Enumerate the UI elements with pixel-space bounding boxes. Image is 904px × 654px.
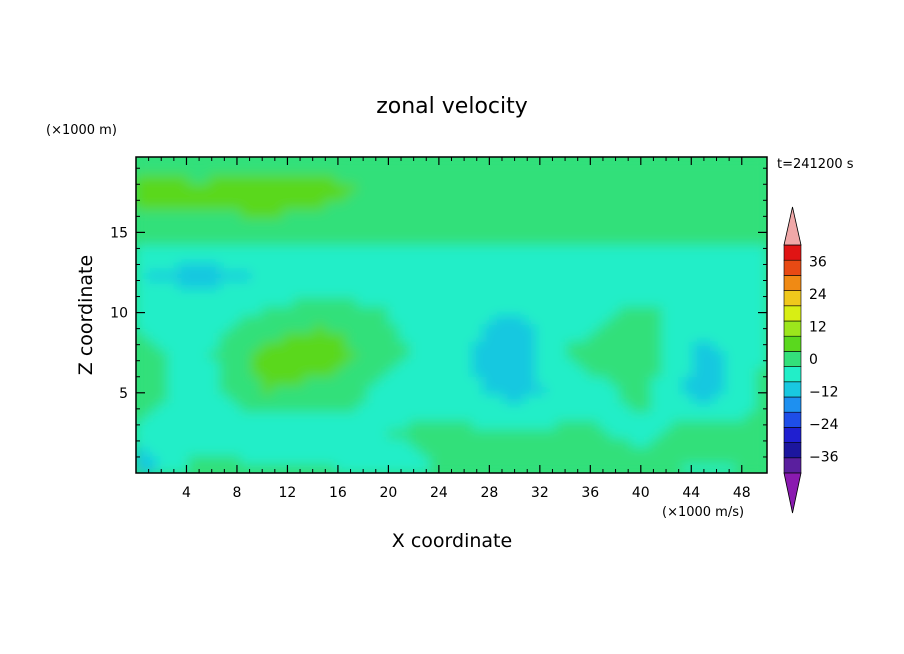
x-tick-label: 48 <box>733 485 751 501</box>
colorbar: 36 24 12 0 −12 −24 −36 <box>783 206 839 514</box>
colorbar-segment <box>783 320 802 337</box>
y-axis-label: Z coordinate <box>75 255 97 375</box>
colorbar-tick-label: −12 <box>809 385 839 401</box>
colorbar-tick-label: 24 <box>809 287 827 303</box>
colorbar-segment <box>783 366 802 383</box>
colorbar-segment <box>783 335 802 352</box>
y-unit-label: (×1000 m) <box>46 123 117 138</box>
x-unit-label: (×1000 m/s) <box>662 505 744 520</box>
colorbar-segment <box>783 381 802 398</box>
x-tick-label: 16 <box>329 485 347 501</box>
x-tick-label: 28 <box>480 485 498 501</box>
colorbar-segment <box>783 259 802 276</box>
x-tick-label: 20 <box>379 485 397 501</box>
colorbar-under-arrow <box>783 472 802 514</box>
colorbar-segment <box>783 244 802 261</box>
y-tick-label: 5 <box>119 386 128 402</box>
colorbar-tick-label: −24 <box>809 417 839 433</box>
colorbar-segment <box>783 275 802 291</box>
colorbar-segment <box>783 411 802 428</box>
x-tick-label: 32 <box>531 485 549 501</box>
x-axis-label: X coordinate <box>392 530 512 552</box>
x-tick-label: 8 <box>232 485 241 501</box>
colorbar-segment <box>783 305 802 322</box>
y-axis-ticks: 5 10 15 <box>110 167 767 458</box>
colorbar-segment <box>783 351 802 367</box>
colorbar-segment <box>783 457 802 474</box>
colorbar-tick-label: 12 <box>809 319 827 335</box>
x-tick-label: 40 <box>632 485 650 501</box>
chart-title: zonal velocity <box>376 94 528 119</box>
colorbar-segment <box>783 396 802 413</box>
x-tick-label: 24 <box>430 485 448 501</box>
colorbar-over-arrow <box>783 206 802 246</box>
x-axis-ticks: 4 8 12 16 20 24 28 32 36 40 44 48 <box>148 157 751 501</box>
time-label: t=241200 s <box>777 157 854 172</box>
colorbar-tick-label: 36 <box>809 254 827 270</box>
contour-field <box>136 157 767 473</box>
x-tick-label: 36 <box>581 485 599 501</box>
x-tick-label: 44 <box>682 485 700 501</box>
x-tick-label: 4 <box>182 485 191 501</box>
y-tick-label: 10 <box>110 306 128 322</box>
x-tick-label: 12 <box>279 485 297 501</box>
colorbar-segment <box>783 290 802 307</box>
colorbar-tick-label: −36 <box>809 450 839 466</box>
y-tick-label: 15 <box>110 225 128 241</box>
colorbar-tick-label: 0 <box>809 352 818 368</box>
colorbar-segment <box>783 442 802 459</box>
colorbar-segment <box>783 427 802 443</box>
